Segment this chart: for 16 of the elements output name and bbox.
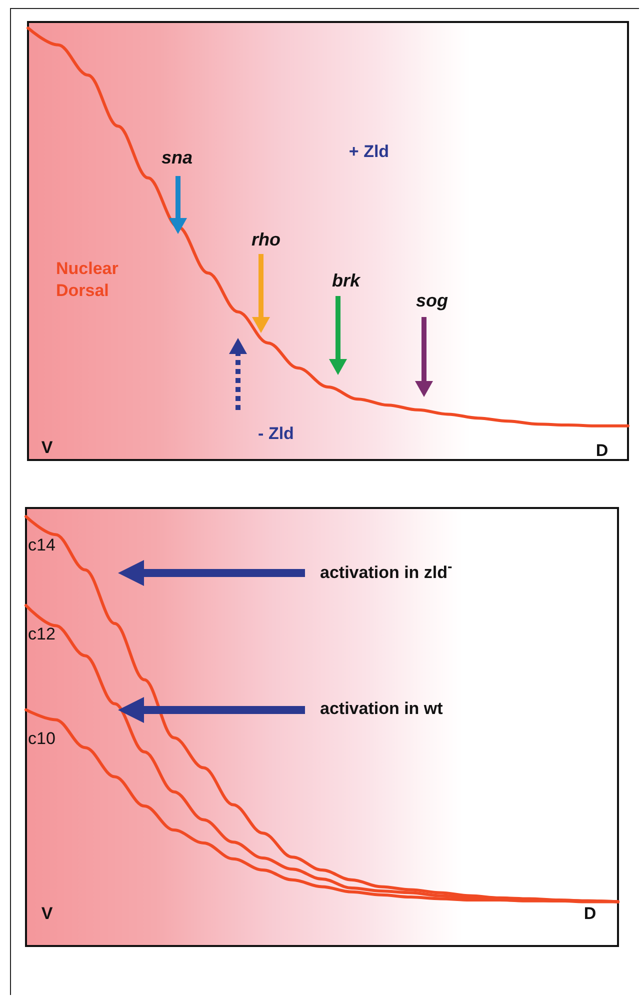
text: Nuclear Dorsal — [56, 258, 120, 302]
annotation: rho — [252, 230, 280, 250]
annotation: V — [41, 904, 53, 924]
annotation: D — [596, 441, 608, 461]
annotation: D — [584, 904, 596, 924]
series-label: c10 — [28, 728, 56, 748]
series-label: c12 — [28, 624, 56, 644]
annotation: - Zld — [258, 424, 294, 444]
annotation: activation in wt — [320, 699, 443, 719]
annotation: activation in zld$^{-}$ — [320, 559, 452, 583]
annotation: brk — [332, 270, 360, 292]
annotation: + Zld — [348, 142, 390, 162]
annotation: sog — [416, 290, 448, 312]
annotation: V — [41, 438, 53, 458]
annotation: sna — [161, 148, 193, 168]
series-label: c14 — [28, 536, 56, 555]
